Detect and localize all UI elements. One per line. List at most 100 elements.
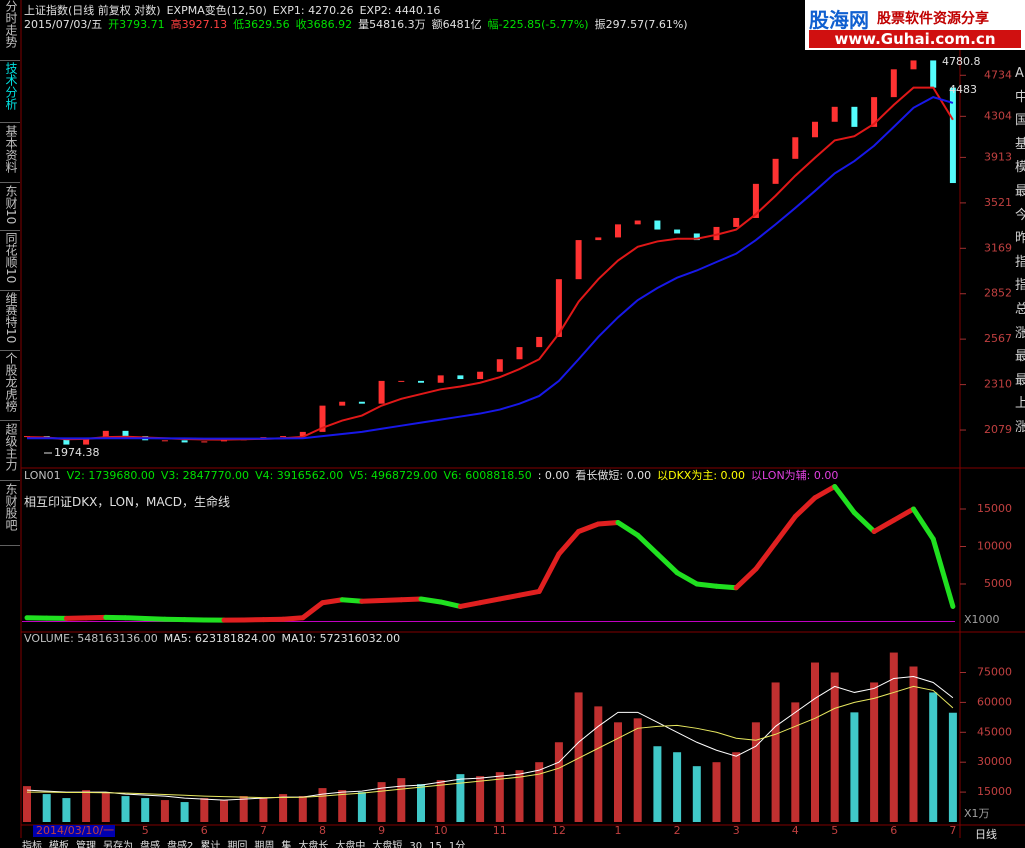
volume-bar bbox=[436, 780, 445, 822]
candle bbox=[890, 69, 897, 98]
candle bbox=[398, 380, 405, 382]
series-line bbox=[27, 96, 954, 440]
candle bbox=[201, 441, 208, 443]
toolbar-item[interactable]: 另存为 bbox=[103, 841, 133, 848]
sidebar-tab[interactable]: 技术分析 bbox=[0, 62, 20, 123]
sidebar-tab[interactable]: 基本资料 bbox=[0, 125, 20, 183]
volume-bar bbox=[574, 692, 583, 822]
volume-bar bbox=[614, 722, 622, 822]
sidebar-tab[interactable]: 维赛特10 bbox=[0, 292, 20, 351]
volume-bar bbox=[23, 786, 31, 822]
dkx-segment bbox=[911, 506, 936, 542]
dkx-segment bbox=[714, 583, 739, 591]
y-tick-label: 3521 bbox=[984, 196, 1012, 209]
volume-bar bbox=[121, 796, 130, 822]
header-item: V5: 4968729.00 bbox=[349, 469, 438, 482]
y-tick-label: 45000 bbox=[977, 725, 1012, 738]
y-tick-label: 60000 bbox=[977, 695, 1012, 708]
toolbar-item[interactable]: 管理 bbox=[76, 841, 96, 848]
side-char: 昨 bbox=[1015, 231, 1025, 247]
candle bbox=[221, 440, 227, 442]
candle bbox=[555, 279, 562, 337]
candle bbox=[457, 375, 464, 380]
volume-bar bbox=[298, 796, 307, 822]
candle bbox=[575, 240, 582, 280]
sidebar-tab[interactable]: 同花顺10 bbox=[0, 232, 20, 291]
x-tick-label: 1 bbox=[615, 824, 622, 837]
candle bbox=[339, 401, 346, 406]
toolbar-item[interactable]: 大盘中 bbox=[335, 841, 366, 848]
toolbar-item[interactable]: 30 bbox=[409, 841, 423, 848]
candle bbox=[122, 430, 129, 437]
volume-bar bbox=[673, 752, 682, 822]
header-item: 低3629.56 bbox=[233, 18, 290, 31]
toolbar-item[interactable]: 大盘短 bbox=[372, 841, 403, 848]
y-tick-label: 10000 bbox=[977, 539, 1012, 552]
sidebar-tab[interactable]: 东财10 bbox=[0, 185, 20, 231]
header-item: 收3686.92 bbox=[295, 18, 353, 31]
sidebar-tab[interactable]: 超级主力 bbox=[0, 423, 20, 481]
y-tick-label: 2567 bbox=[984, 332, 1012, 345]
period-tab[interactable]: 日线 bbox=[975, 828, 997, 841]
candle bbox=[693, 233, 700, 241]
side-char: 国 bbox=[1015, 113, 1025, 129]
candle bbox=[851, 106, 858, 127]
x-tick-label: 12 bbox=[552, 824, 566, 837]
candle bbox=[102, 430, 109, 439]
volume-bar bbox=[850, 712, 859, 822]
header-item: : 0.00 bbox=[537, 469, 570, 482]
dkx-segment bbox=[497, 592, 522, 602]
volume-bar bbox=[870, 682, 879, 822]
dkx-segment bbox=[438, 599, 463, 609]
volume-bar bbox=[160, 800, 169, 822]
candle bbox=[161, 440, 168, 442]
x-tick-label: 9 bbox=[378, 824, 385, 837]
volume-bar bbox=[200, 798, 209, 822]
toolbar-item[interactable]: 模板 bbox=[49, 841, 69, 848]
toolbar-item[interactable]: 期回 bbox=[227, 841, 248, 848]
side-char: A bbox=[1015, 66, 1024, 81]
side-char: 涨 bbox=[1015, 419, 1025, 435]
y-tick-label: 3913 bbox=[984, 150, 1012, 163]
volume-bar bbox=[476, 776, 485, 822]
toolbar-item[interactable]: 大盘长 bbox=[298, 841, 329, 848]
indicator-subtitle: 相互印证DKX，LON，MACD，生命线 bbox=[24, 495, 230, 509]
volume-bar bbox=[653, 746, 662, 822]
sidebar-tab[interactable]: 东财股吧 bbox=[0, 483, 20, 546]
toolbar-item[interactable]: 累计 bbox=[200, 841, 221, 848]
volume-bar bbox=[417, 784, 425, 822]
volume-bar bbox=[101, 792, 110, 822]
sidebar-tab[interactable]: 个股龙虎榜 bbox=[0, 352, 20, 421]
header-item: MA10: 572316032.00 bbox=[281, 632, 401, 645]
series-line bbox=[26, 86, 954, 441]
header-item: 额6481亿 bbox=[431, 18, 482, 31]
toolbar-item[interactable]: 15 bbox=[429, 841, 442, 848]
toolbar-item[interactable]: 盘感 bbox=[140, 841, 160, 848]
toolbar-item[interactable]: 指标 bbox=[22, 841, 42, 848]
candle bbox=[792, 137, 799, 159]
dkx-segment bbox=[556, 528, 582, 557]
volume-bar bbox=[259, 798, 268, 822]
toolbar-item[interactable]: 期周 bbox=[254, 841, 275, 848]
header-line: 上证指数(日线 前复权 对数) EXPMA变色(12,50) EXP1: 4270.… bbox=[24, 2, 446, 18]
dkx-segment bbox=[832, 483, 857, 516]
toolbar-item[interactable]: 盘感2 bbox=[167, 841, 194, 848]
sidebar-tab[interactable]: 分时走势 bbox=[0, 0, 20, 61]
candle bbox=[812, 121, 818, 138]
volume-bar bbox=[456, 774, 465, 822]
header-item: VOLUME: 548163136.00 bbox=[24, 632, 158, 645]
volume-bar bbox=[732, 752, 741, 822]
x-tick-label: 4 bbox=[792, 824, 799, 837]
volume-bar bbox=[929, 692, 938, 822]
toolbar-item[interactable]: 1分 bbox=[448, 841, 466, 848]
header-item: 上证指数(日线 前复权 对数) bbox=[24, 4, 161, 17]
side-char: 最 bbox=[1015, 183, 1025, 199]
side-char: 涨 bbox=[1015, 325, 1025, 341]
volume-bar bbox=[811, 662, 819, 822]
candle bbox=[358, 401, 365, 404]
toolbar-item[interactable]: 集 bbox=[281, 841, 292, 848]
volume-bar bbox=[495, 772, 504, 822]
volume-bar bbox=[554, 742, 563, 822]
indicator-header: LON01 V2: 1739680.00 V3: 2847770.00 V4: 391… bbox=[24, 467, 844, 483]
